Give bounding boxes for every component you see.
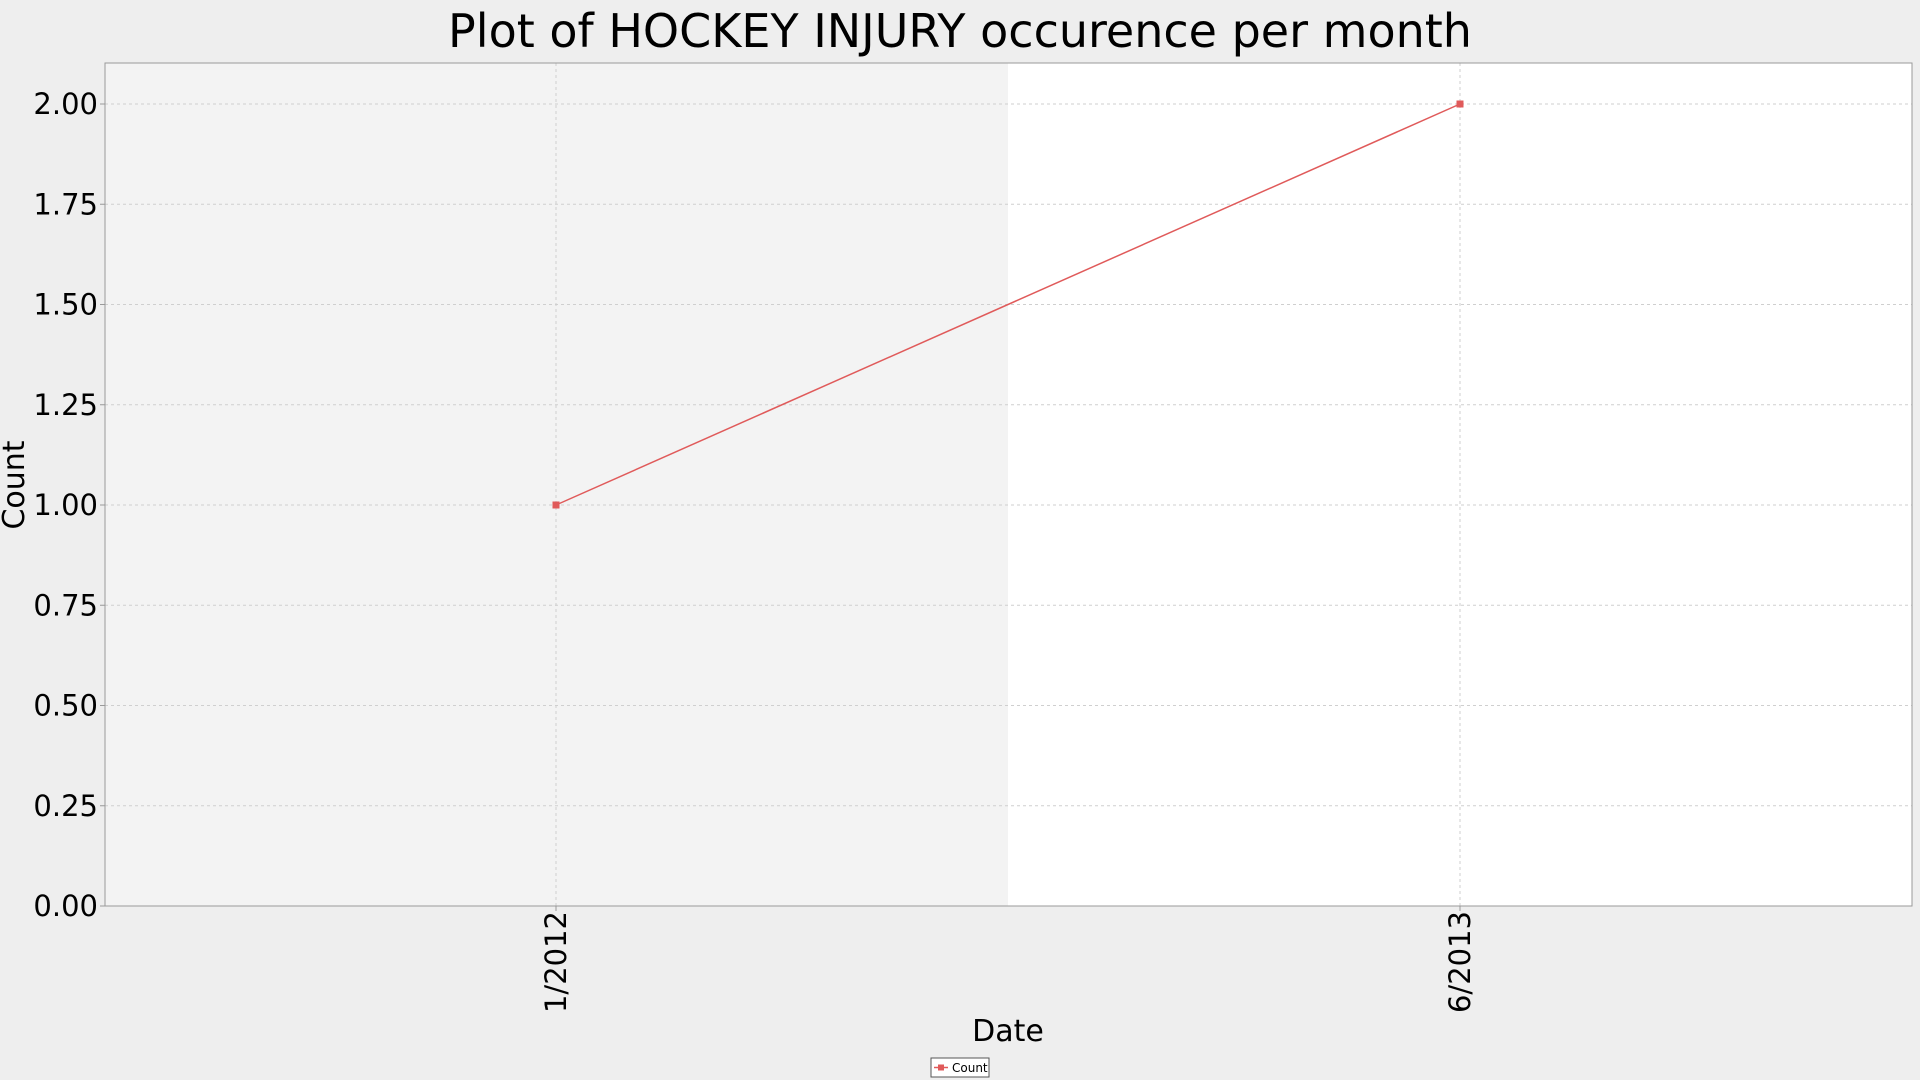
y-tick-label: 1.00 (33, 488, 98, 522)
data-point (1456, 100, 1464, 108)
y-tick-label: 0.50 (33, 689, 98, 723)
grid-layer (105, 63, 1912, 906)
y-tick-label: 0.25 (33, 789, 98, 823)
y-axis: 0.00 0.25 0.50 0.75 1.00 1.25 1.50 1.75 2.00 (33, 87, 105, 923)
x-tick-label: 1/2012 (539, 911, 573, 1013)
y-tick-label: 2.00 (33, 87, 98, 121)
legend-label: Count (952, 1061, 988, 1075)
series-layer (552, 100, 1464, 509)
y-tick-label: 0.00 (33, 889, 98, 923)
data-point (552, 501, 560, 509)
legend: Count (930, 1057, 990, 1078)
x-axis-label: Date (972, 1014, 1044, 1049)
chart-title: Plot of HOCKEY INJURY occurence per mont… (448, 4, 1472, 58)
x-axis: 1/2012 6/2013 (539, 906, 1477, 1013)
legend-marker (938, 1064, 944, 1071)
y-tick-label: 1.25 (33, 388, 98, 422)
series-line-0 (555, 103, 1461, 506)
y-tick-label: 1.75 (33, 187, 98, 221)
x-tick-label: 6/2013 (1443, 911, 1477, 1013)
y-tick-label: 1.50 (33, 288, 98, 322)
plot-border (104, 62, 1913, 907)
y-axis-label: Count (0, 440, 32, 529)
plot-area (104, 62, 1913, 907)
legend-box (930, 1057, 990, 1078)
y-tick-label: 0.75 (33, 588, 98, 622)
